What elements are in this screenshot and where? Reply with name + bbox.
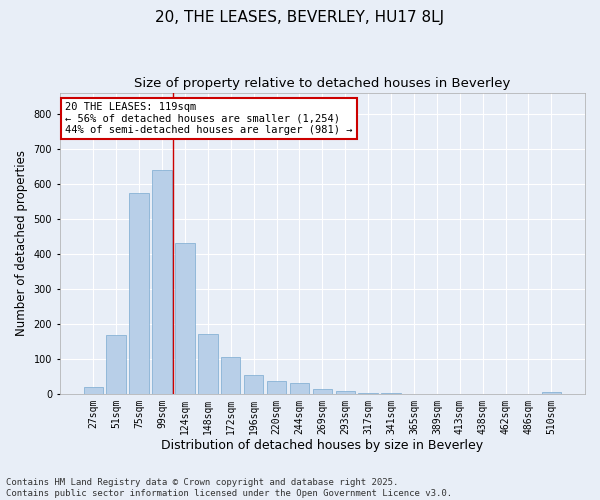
Text: 20 THE LEASES: 119sqm
← 56% of detached houses are smaller (1,254)
44% of semi-d: 20 THE LEASES: 119sqm ← 56% of detached … (65, 102, 352, 136)
Bar (221, 358, 241, 394)
Bar (313, 390, 332, 394)
Text: 20, THE LEASES, BEVERLEY, HU17 8LJ: 20, THE LEASES, BEVERLEY, HU17 8LJ (155, 10, 445, 25)
Bar (358, 393, 378, 394)
Bar (382, 393, 401, 394)
Bar (335, 391, 355, 394)
Bar (198, 334, 218, 394)
Bar (267, 380, 286, 394)
Text: Contains HM Land Registry data © Crown copyright and database right 2025.
Contai: Contains HM Land Registry data © Crown c… (6, 478, 452, 498)
Bar (244, 375, 263, 394)
Bar (130, 192, 149, 394)
Bar (542, 392, 561, 394)
Bar (106, 335, 126, 394)
Bar (83, 387, 103, 394)
Title: Size of property relative to detached houses in Beverley: Size of property relative to detached ho… (134, 78, 511, 90)
Bar (175, 244, 194, 394)
Y-axis label: Number of detached properties: Number of detached properties (15, 150, 28, 336)
Bar (290, 384, 309, 394)
X-axis label: Distribution of detached houses by size in Beverley: Distribution of detached houses by size … (161, 440, 484, 452)
Bar (152, 170, 172, 394)
